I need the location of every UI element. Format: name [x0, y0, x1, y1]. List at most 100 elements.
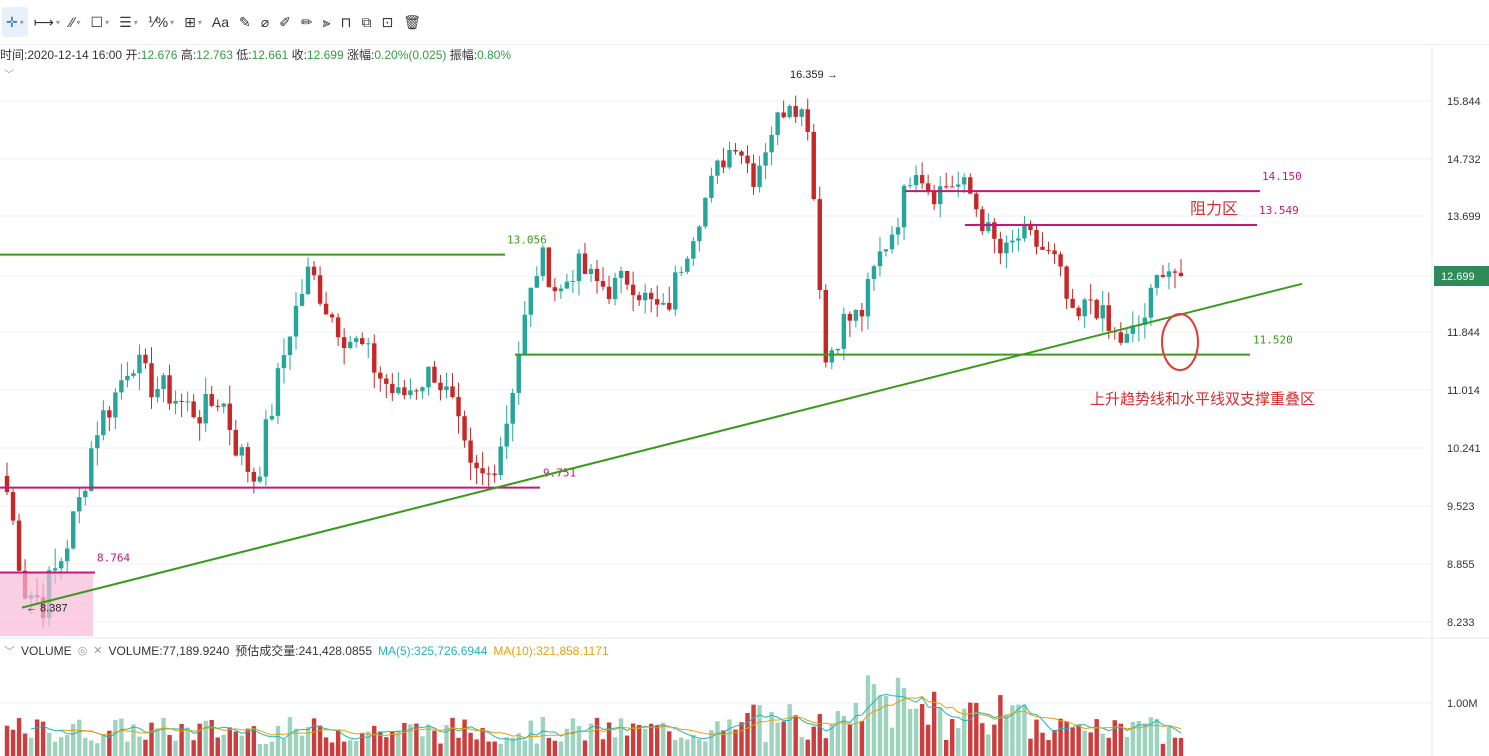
candle[interactable] [10, 492, 16, 521]
candle[interactable] [275, 368, 281, 416]
candle[interactable] [1052, 250, 1057, 255]
candle[interactable] [703, 197, 708, 227]
candle[interactable] [191, 401, 196, 418]
rising-trend-line[interactable] [21, 282, 1303, 609]
candle[interactable] [347, 341, 353, 349]
candle[interactable] [540, 247, 546, 277]
candle[interactable] [1040, 246, 1045, 250]
candle[interactable] [402, 387, 407, 396]
candle[interactable] [480, 468, 485, 474]
candle[interactable] [486, 473, 491, 475]
candle[interactable] [125, 375, 130, 381]
candle[interactable] [980, 209, 985, 232]
candle[interactable] [775, 112, 780, 135]
candle[interactable] [943, 186, 949, 188]
candle[interactable] [956, 184, 961, 187]
candle[interactable] [962, 177, 967, 185]
toolbar-item-magnet[interactable]: ⫸ [319, 7, 335, 37]
candle[interactable] [185, 401, 190, 403]
candle[interactable] [251, 471, 257, 482]
candle[interactable] [745, 155, 750, 164]
candle[interactable] [895, 227, 901, 235]
candle[interactable] [974, 193, 979, 210]
candle[interactable] [432, 366, 437, 383]
candle[interactable] [161, 375, 166, 389]
candle[interactable] [582, 253, 588, 274]
candle[interactable] [366, 343, 371, 345]
candle[interactable] [805, 109, 810, 132]
candle[interactable] [630, 284, 636, 296]
candle[interactable] [1118, 332, 1123, 343]
candle[interactable] [119, 380, 124, 393]
candle[interactable] [444, 386, 449, 391]
candle[interactable] [1088, 299, 1093, 301]
candle[interactable] [287, 336, 293, 356]
candle[interactable] [101, 410, 106, 436]
candle[interactable] [396, 387, 401, 394]
candle[interactable] [498, 446, 503, 476]
toolbar-item-trash[interactable]: 🗑 [399, 7, 425, 37]
candle[interactable] [378, 372, 383, 379]
candle[interactable] [998, 238, 1003, 254]
candle[interactable] [1106, 305, 1111, 331]
candle[interactable] [137, 354, 142, 374]
candle[interactable] [317, 275, 323, 304]
candle[interactable] [570, 280, 576, 282]
candle[interactable] [269, 415, 275, 420]
candle[interactable] [233, 429, 238, 456]
candle[interactable] [263, 419, 269, 477]
candle[interactable] [1094, 299, 1099, 319]
candle[interactable] [143, 354, 148, 364]
toolbar-item-eraser[interactable]: ⌀ [257, 7, 273, 37]
candle[interactable] [673, 272, 678, 310]
candle[interactable] [149, 363, 154, 398]
candle[interactable] [504, 423, 509, 447]
candle[interactable] [624, 270, 630, 285]
candle[interactable] [853, 310, 859, 321]
candle[interactable] [847, 313, 853, 321]
candle[interactable] [793, 105, 798, 117]
candle[interactable] [173, 400, 178, 404]
candle[interactable] [390, 383, 395, 394]
candle[interactable] [299, 294, 305, 306]
candle[interactable] [1076, 307, 1081, 317]
candle[interactable] [1004, 242, 1009, 254]
candle[interactable] [408, 390, 413, 396]
candle[interactable] [474, 462, 479, 469]
candle[interactable] [462, 416, 467, 441]
candle[interactable] [65, 548, 70, 562]
candle[interactable] [510, 392, 515, 424]
candle[interactable] [811, 131, 816, 200]
chevron-down-icon[interactable]: ▾ [105, 17, 110, 27]
candle[interactable] [107, 410, 112, 418]
candle[interactable] [1166, 271, 1172, 277]
candle[interactable] [1160, 274, 1166, 277]
candle[interactable] [697, 226, 702, 242]
toolbar-item-hide[interactable]: ⊡ [377, 7, 397, 37]
candle[interactable] [546, 247, 552, 288]
candle[interactable] [925, 183, 931, 192]
candle[interactable] [58, 561, 64, 569]
candle[interactable] [913, 175, 919, 186]
candle[interactable] [588, 268, 594, 274]
candle[interactable] [83, 490, 88, 498]
candle[interactable] [576, 253, 582, 281]
candle[interactable] [733, 149, 738, 152]
candle[interactable] [492, 473, 497, 476]
candle[interactable] [1010, 240, 1015, 243]
candle[interactable] [516, 354, 521, 393]
toolbar-item-percent-ruler[interactable]: ⅟% ▾ [144, 7, 178, 37]
candle[interactable] [1142, 317, 1148, 325]
close-icon[interactable]: ✕ [93, 645, 103, 657]
candle[interactable] [372, 343, 377, 373]
candle[interactable] [564, 281, 570, 289]
candle[interactable] [739, 151, 744, 156]
candle[interactable] [360, 338, 365, 345]
chevron-down-icon[interactable]: ﹀ [4, 645, 15, 658]
candle[interactable] [203, 393, 208, 424]
toolbar-item-pencil[interactable]: ✏ [297, 7, 317, 37]
candle[interactable] [685, 258, 690, 272]
candle[interactable] [335, 317, 341, 338]
candle[interactable] [1178, 272, 1184, 276]
